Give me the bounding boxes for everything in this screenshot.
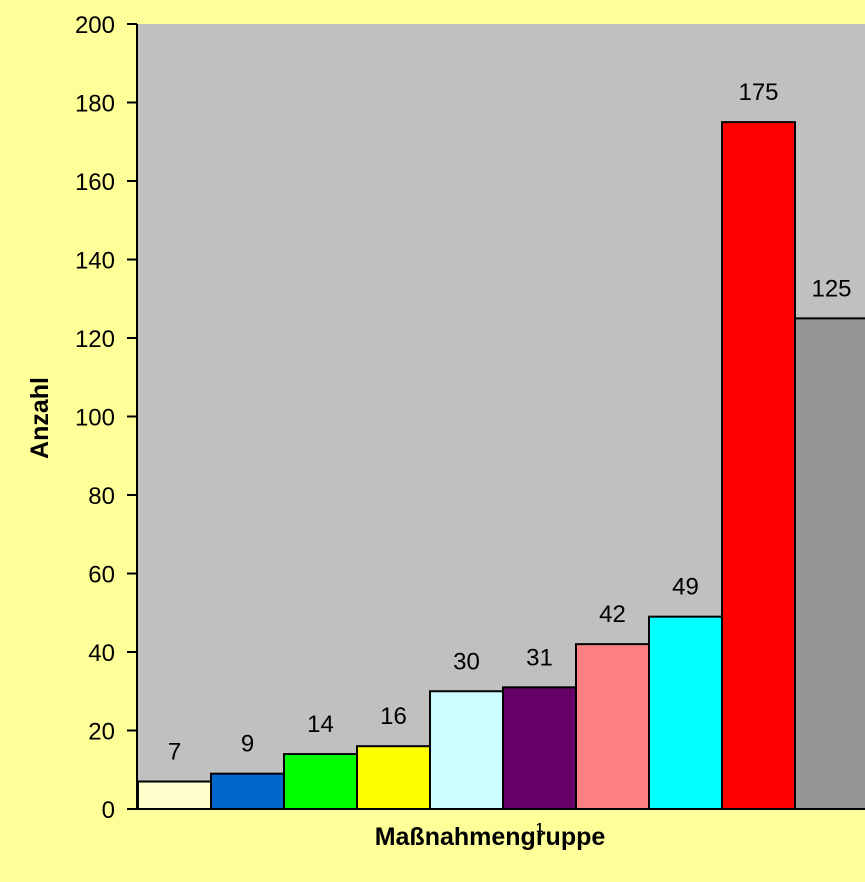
data-label-8: 49 — [672, 574, 699, 601]
x-axis-marker: 1 — [536, 820, 543, 835]
y-tick-label-100: 100 — [75, 405, 115, 432]
y-tick-label-180: 180 — [75, 91, 115, 118]
y-axis-title: Anzahl — [26, 377, 54, 459]
x-axis-title: Maßnahmengruppe — [375, 823, 606, 851]
y-tick-label-200: 200 — [75, 12, 115, 39]
data-label-6: 31 — [526, 644, 553, 671]
y-tick-label-40: 40 — [88, 640, 115, 667]
data-label-9: 175 — [738, 79, 778, 106]
data-label-10: 125 — [811, 275, 851, 302]
bar-10 — [794, 317, 865, 810]
bars-layer — [137, 121, 865, 811]
y-tick-label-20: 20 — [88, 719, 115, 746]
bar-6 — [502, 686, 577, 811]
bar-7 — [575, 643, 650, 811]
bar-5 — [429, 690, 504, 810]
bar-9 — [721, 121, 796, 810]
data-label-3: 14 — [307, 711, 334, 738]
y-tick-label-80: 80 — [88, 483, 115, 510]
bar-8 — [648, 615, 723, 810]
y-tick-label-160: 160 — [75, 169, 115, 196]
y-tick-label-120: 120 — [75, 326, 115, 353]
data-label-5: 30 — [453, 648, 480, 675]
y-axis: 0 20 40 60 80 100 120 140 160 180 200 — [75, 12, 865, 824]
data-labels-layer: 7 9 14 16 30 31 42 49 175 125 — [168, 79, 852, 765]
y-tick-label-140: 140 — [75, 248, 115, 275]
y-tick-label-0: 0 — [102, 797, 115, 824]
data-label-2: 9 — [241, 731, 254, 758]
data-label-1: 7 — [168, 739, 181, 766]
bar-4 — [356, 745, 431, 811]
bar-2 — [210, 772, 285, 810]
data-label-7: 42 — [599, 601, 626, 628]
y-tick-label-60: 60 — [88, 562, 115, 589]
bar-3 — [283, 753, 358, 810]
data-label-4: 16 — [380, 703, 407, 730]
bar-1 — [137, 780, 212, 811]
